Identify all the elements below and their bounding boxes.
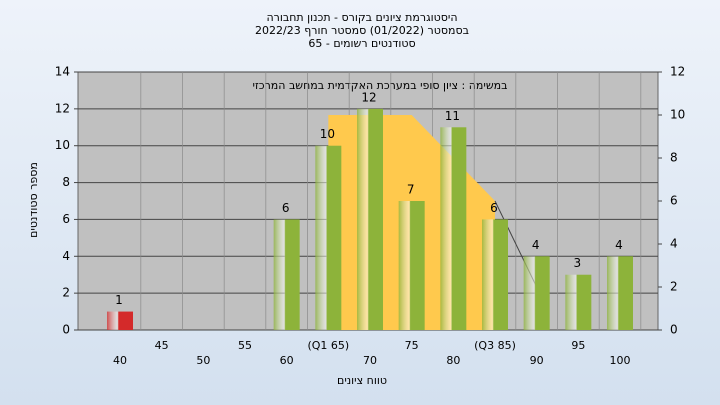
bar: [107, 311, 133, 330]
x-tick-label: 95: [571, 339, 585, 352]
data-label: 4: [615, 238, 623, 252]
bar: [565, 274, 592, 330]
x-axis-label: טווח ציונים: [337, 374, 387, 387]
y-tick-label: 0: [62, 323, 70, 337]
x-tick-label: 70: [363, 354, 377, 367]
y2-tick-label: 12: [670, 65, 685, 79]
x-tick-label: (Q3 85): [474, 339, 516, 352]
x-tick-label: 55: [238, 339, 252, 352]
bar: [482, 219, 508, 330]
x-tick-label: 80: [446, 354, 460, 367]
x-tick-label: 100: [610, 354, 631, 367]
bar: [607, 256, 633, 330]
x-tick-label: (Q1 65): [307, 339, 349, 352]
chart-subtitle: בסמסטר (01/2022) סמסטר חורף 2022/23: [255, 24, 469, 37]
bar: [523, 256, 550, 330]
bar: [440, 127, 467, 331]
y-tick-label: 8: [62, 175, 70, 189]
y2-tick-label: 0: [670, 323, 678, 337]
y2-tick-label: 4: [670, 237, 678, 251]
y-tick-label: 12: [55, 101, 70, 115]
x-tick-label: 50: [196, 354, 210, 367]
y-axis-label: מספר סטודנטים: [27, 162, 40, 238]
y-tick-label: 10: [55, 138, 70, 152]
data-label: 1: [115, 293, 123, 307]
y2-tick-label: 8: [670, 151, 678, 165]
data-label: 4: [532, 238, 540, 252]
annotation: במשימה : ציון סופי במערכת האקדמית במחשב …: [253, 79, 508, 92]
chart-subtitle: סטודנטים רשומים - 65: [308, 37, 415, 50]
data-label: 6: [282, 201, 290, 215]
chart-title: היסטוגרמת ציונים בקורס - תכנון תחבורה: [266, 11, 457, 24]
y2-tick-label: 2: [670, 280, 678, 294]
data-label: 11: [445, 109, 460, 123]
data-label: 12: [361, 90, 376, 104]
y2-tick-label: 10: [670, 108, 685, 122]
y-tick-label: 14: [55, 65, 70, 79]
x-tick-label: 75: [405, 339, 419, 352]
data-label: 3: [574, 256, 582, 270]
x-tick-label: 40: [113, 354, 127, 367]
data-label: 7: [407, 183, 415, 197]
x-tick-label: 90: [530, 354, 544, 367]
bar: [357, 108, 383, 330]
y-tick-label: 4: [62, 249, 70, 263]
x-tick-label: 45: [155, 339, 169, 352]
bar: [398, 201, 425, 330]
data-label: 6: [490, 201, 498, 215]
x-tick-label: 60: [280, 354, 294, 367]
y-tick-label: 6: [62, 212, 70, 226]
data-label: 10: [320, 127, 335, 141]
y2-tick-label: 6: [670, 194, 678, 208]
bar: [273, 219, 300, 330]
bar: [315, 145, 342, 330]
y-tick-label: 2: [62, 286, 70, 300]
